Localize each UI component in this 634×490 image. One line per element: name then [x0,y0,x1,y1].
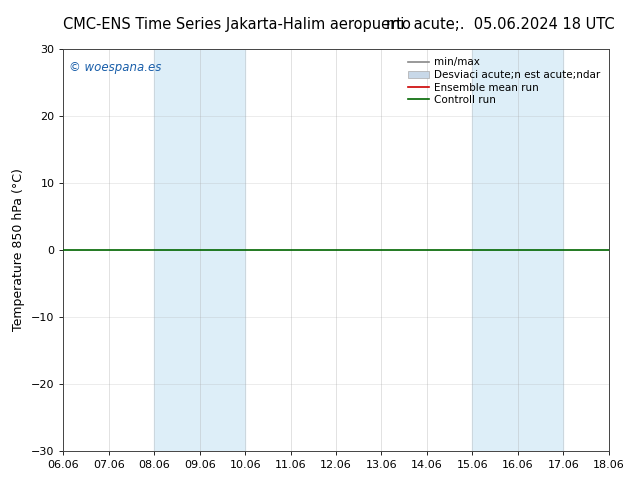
Bar [154,49,245,451]
Y-axis label: Temperature 850 hPa (°C): Temperature 850 hPa (°C) [12,169,25,331]
Bar [472,49,563,451]
Legend: min/max, Desviaci acute;n est acute;ndar, Ensemble mean run, Controll run: min/max, Desviaci acute;n est acute;ndar… [405,54,604,108]
Text: mi  acute;.  05.06.2024 18 UTC: mi acute;. 05.06.2024 18 UTC [386,17,615,32]
Text: © woespana.es: © woespana.es [69,61,161,74]
Text: CMC-ENS Time Series Jakarta-Halim aeropuerto: CMC-ENS Time Series Jakarta-Halim aeropu… [63,17,411,32]
